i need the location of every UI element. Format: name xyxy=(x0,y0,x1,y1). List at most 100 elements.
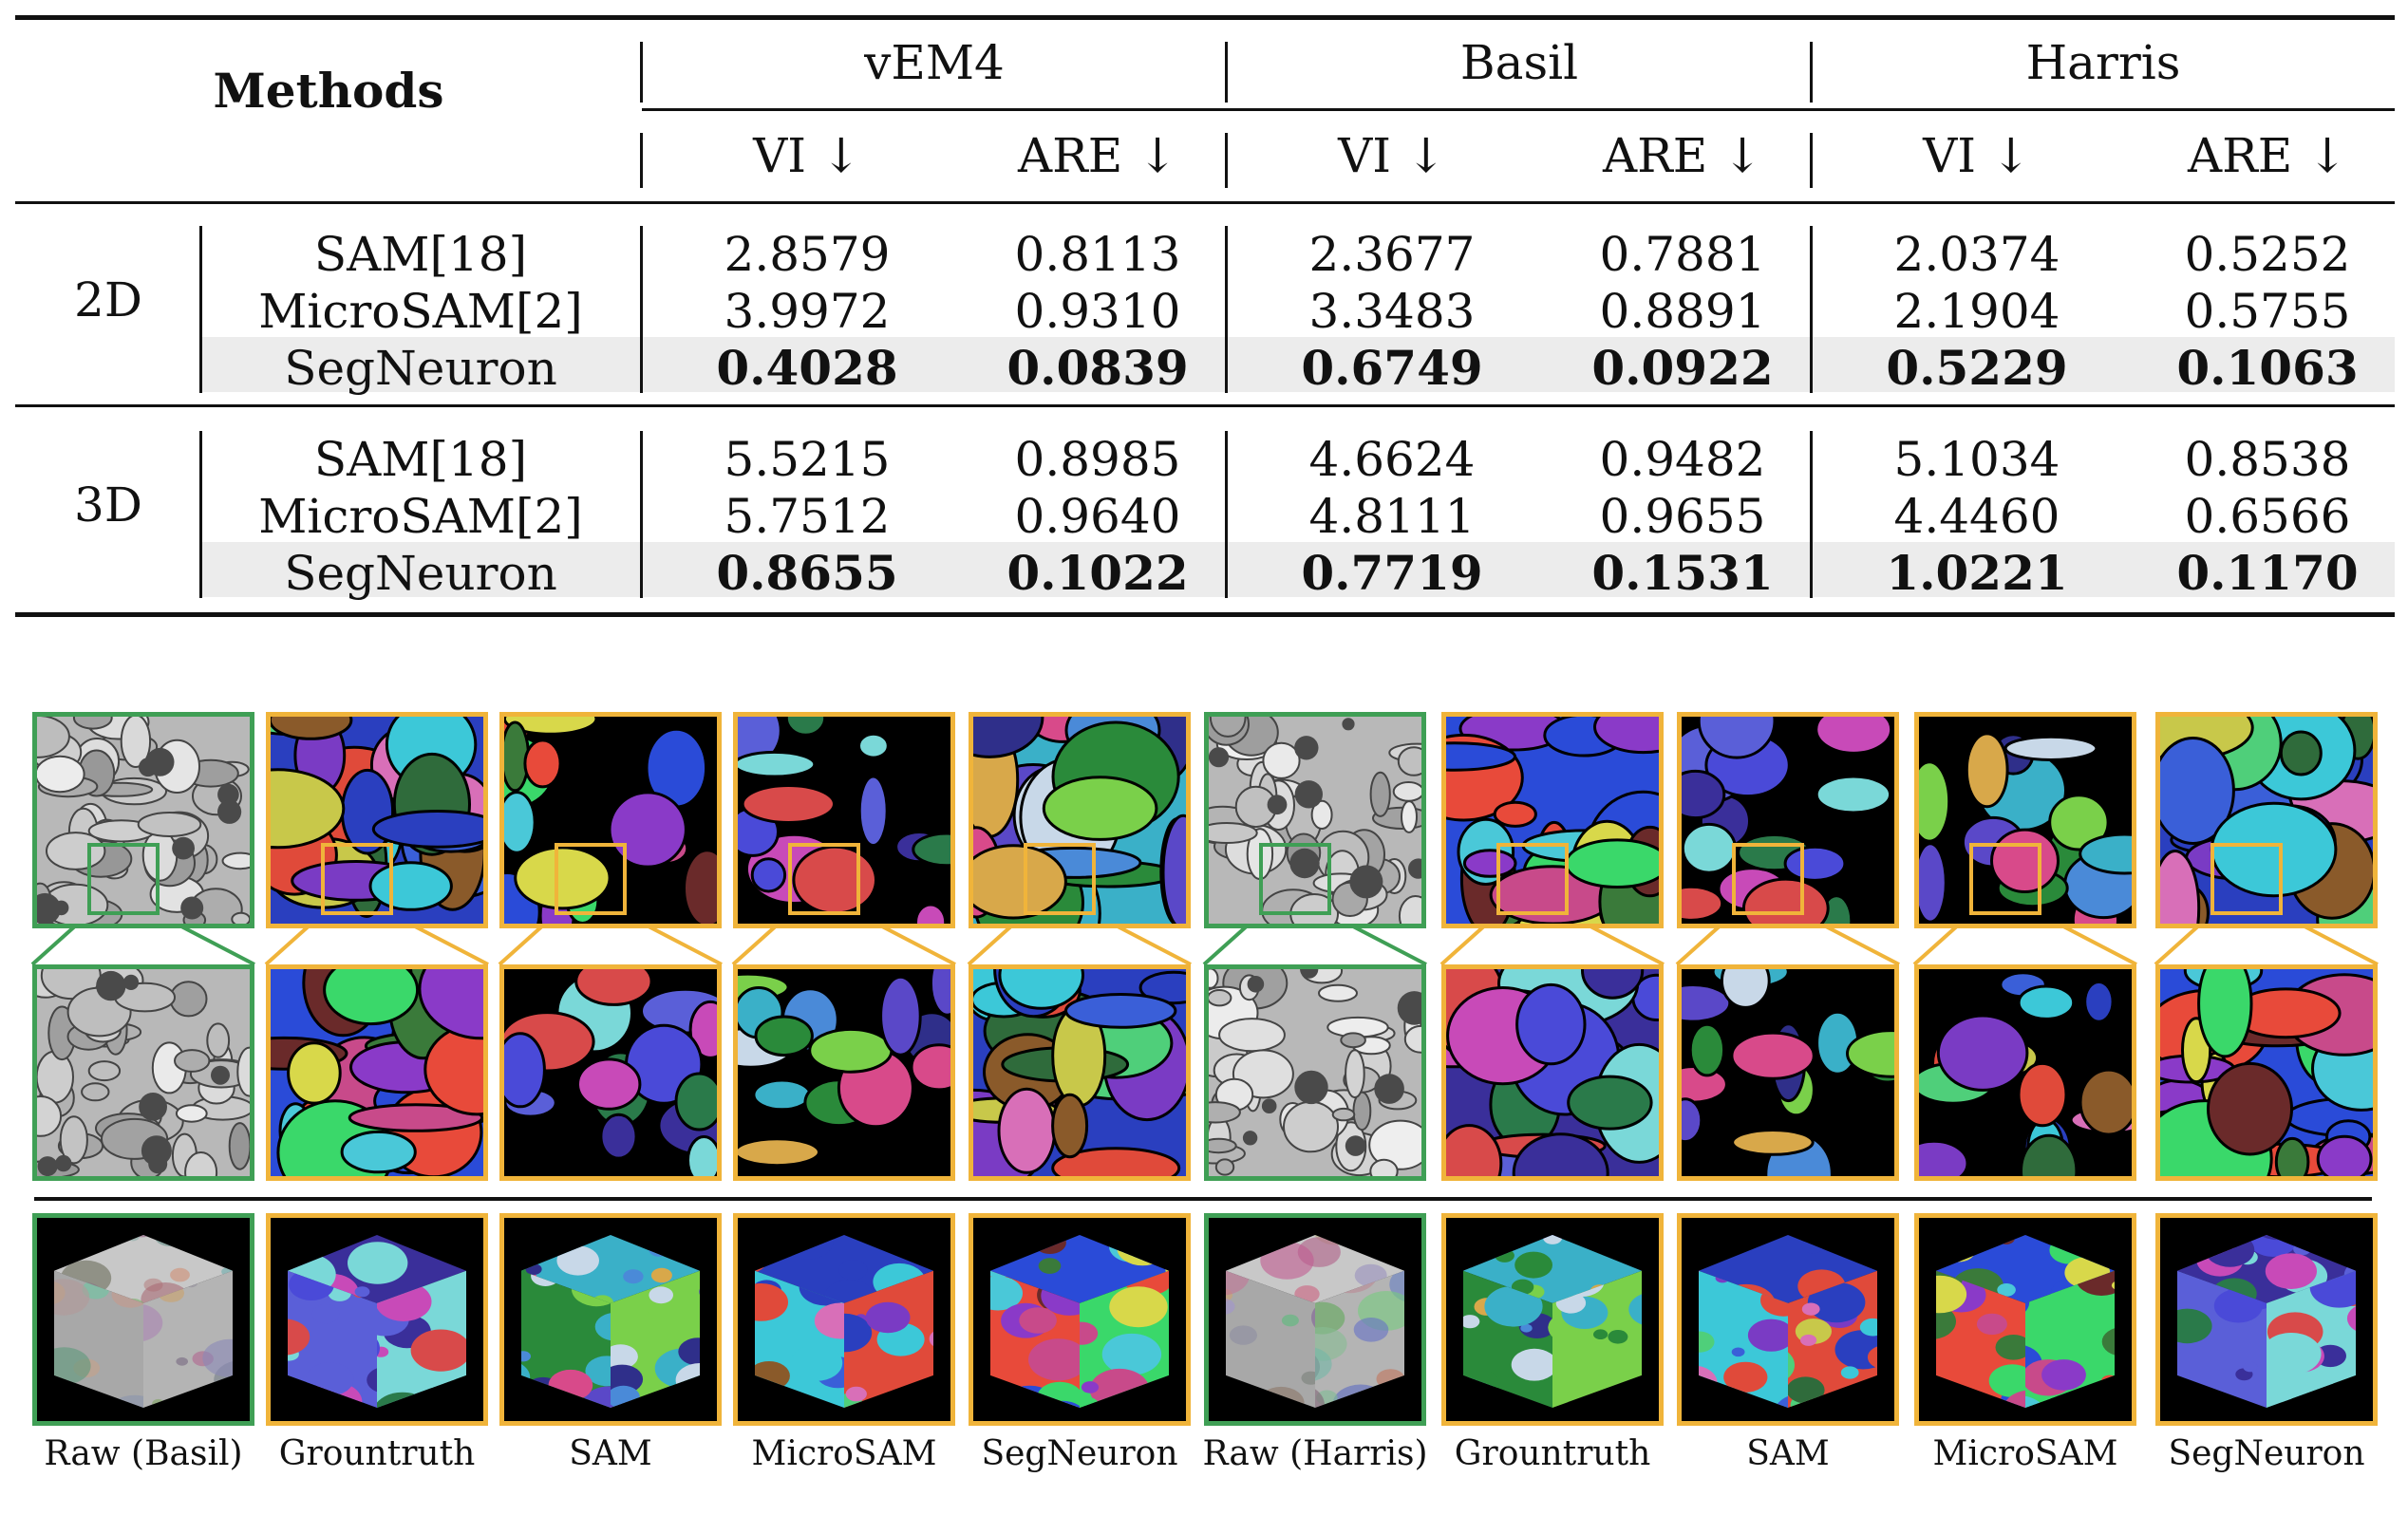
volume-panel xyxy=(1914,1213,2136,1426)
panel-caption: MicroSAM xyxy=(1932,1434,2118,1473)
table-cell: 3.3483 xyxy=(1308,284,1476,339)
slice-panel xyxy=(32,712,254,928)
panel-caption: SAM xyxy=(569,1434,652,1473)
zoom-region-box xyxy=(321,843,393,915)
separator xyxy=(1810,133,1813,188)
dataset-header-harris: Harris xyxy=(2025,35,2181,90)
bottom-rule xyxy=(15,612,2395,617)
table-cell: 0.4028 xyxy=(716,340,898,396)
zoom-panel xyxy=(2155,964,2378,1181)
volume-panel xyxy=(1441,1213,1664,1426)
table-cell: 0.5229 xyxy=(1886,340,2068,396)
slice-panel xyxy=(2155,712,2378,928)
highlight-band xyxy=(201,542,2395,597)
panel-caption: SegNeuron xyxy=(981,1434,1178,1473)
zoom-panel xyxy=(1441,964,1664,1181)
table-cell: 0.9640 xyxy=(1014,489,1181,544)
separator xyxy=(1225,431,1228,598)
table-cell: 4.8111 xyxy=(1308,489,1476,544)
panel-caption: SegNeuron xyxy=(2168,1434,2365,1473)
volume-panel xyxy=(969,1213,1191,1426)
zoom-region-box xyxy=(1496,843,1569,915)
method-name: SegNeuron xyxy=(284,546,557,601)
zoom-panel xyxy=(1677,964,1899,1181)
methods-header: Methods xyxy=(213,63,444,119)
separator xyxy=(1225,42,1228,103)
group-rule xyxy=(15,404,2395,407)
separator xyxy=(1810,42,1813,103)
separator xyxy=(1810,431,1813,598)
table-cell: 5.7512 xyxy=(724,489,891,544)
results-table: Methods vEM4 Basil Harris VI ↓ ARE ↓ VI … xyxy=(15,15,2395,619)
volume-panel xyxy=(2155,1213,2378,1426)
zoom-region-box xyxy=(2210,843,2283,915)
separator xyxy=(1225,226,1228,393)
highlight-band xyxy=(201,337,2395,392)
figure-divider xyxy=(34,1197,2372,1201)
table-cell: 0.1022 xyxy=(1006,545,1189,601)
zoom-region-box xyxy=(1969,843,2041,915)
zoom-panel xyxy=(1204,964,1426,1181)
table-cell: 0.9310 xyxy=(1014,284,1181,339)
method-name: SAM[18] xyxy=(313,432,528,487)
panel-caption: Raw (Harris) xyxy=(1202,1434,1428,1473)
table-cell: 0.8985 xyxy=(1014,432,1181,487)
table-cell: 0.6566 xyxy=(2184,489,2351,544)
slice-panel xyxy=(969,712,1191,928)
dataset-header-vem4: vEM4 xyxy=(864,35,1005,90)
slice-panel xyxy=(1914,712,2136,928)
metric-are-vem4: ARE ↓ xyxy=(1017,128,1178,183)
table-cell: 0.8655 xyxy=(716,545,898,601)
table-cell: 2.0374 xyxy=(1893,227,2060,282)
table-cell: 0.1170 xyxy=(2176,545,2359,601)
zoom-region-box xyxy=(1732,843,1804,915)
volume-panel xyxy=(733,1213,955,1426)
method-name: MicroSAM[2] xyxy=(258,489,583,544)
table-cell: 0.8113 xyxy=(1014,227,1181,282)
qualitative-figure: Raw (Basil) Grountruth SAM MicroSAM SegNeuro… xyxy=(0,702,2408,1515)
separator xyxy=(1810,226,1813,393)
table-cell: 0.6749 xyxy=(1301,340,1483,396)
metric-vi-harris: VI ↓ xyxy=(1923,128,2031,183)
panel-caption: SAM xyxy=(1746,1434,1830,1473)
table-cell: 2.3677 xyxy=(1308,227,1476,282)
table-cell: 1.0221 xyxy=(1886,545,2068,601)
table-cell: 0.1063 xyxy=(2176,340,2359,396)
table-cell: 2.1904 xyxy=(1893,284,2060,339)
zoom-panel xyxy=(499,964,722,1181)
volume-panel xyxy=(1677,1213,1899,1426)
separator xyxy=(199,226,202,393)
method-name: SAM[18] xyxy=(313,227,528,282)
group-label-2d: 2D xyxy=(74,272,142,327)
dataset-underline xyxy=(642,108,2395,111)
separator xyxy=(1225,133,1228,188)
volume-panel xyxy=(266,1213,488,1426)
table-cell: 3.9972 xyxy=(724,284,891,339)
table-cell: 0.1531 xyxy=(1591,545,1774,601)
table-cell: 4.6624 xyxy=(1308,432,1476,487)
volume-panel xyxy=(499,1213,722,1426)
separator xyxy=(199,431,202,598)
metric-are-harris: ARE ↓ xyxy=(2187,128,2348,183)
mid-rule xyxy=(15,201,2395,204)
table-cell: 0.9655 xyxy=(1599,489,1766,544)
panel-caption: Grountruth xyxy=(1454,1434,1651,1473)
table-cell: 0.7719 xyxy=(1301,545,1483,601)
table-cell: 0.8538 xyxy=(2184,432,2351,487)
volume-panel xyxy=(32,1213,254,1426)
dataset-header-basil: Basil xyxy=(1459,35,1579,90)
top-rule xyxy=(15,15,2395,20)
separator xyxy=(640,42,643,103)
zoom-panel xyxy=(969,964,1191,1181)
zoom-panel xyxy=(32,964,254,1181)
metric-vi-basil: VI ↓ xyxy=(1338,128,1446,183)
table-cell: 0.5755 xyxy=(2184,284,2351,339)
zoom-region-box xyxy=(1259,843,1331,915)
method-name: SegNeuron xyxy=(284,341,557,396)
zoom-region-box xyxy=(1024,843,1096,915)
method-name: MicroSAM[2] xyxy=(258,284,583,339)
table-cell: 0.0922 xyxy=(1591,340,1774,396)
separator xyxy=(640,431,643,598)
panel-caption: Grountruth xyxy=(278,1434,476,1473)
zoom-region-box xyxy=(555,843,627,915)
